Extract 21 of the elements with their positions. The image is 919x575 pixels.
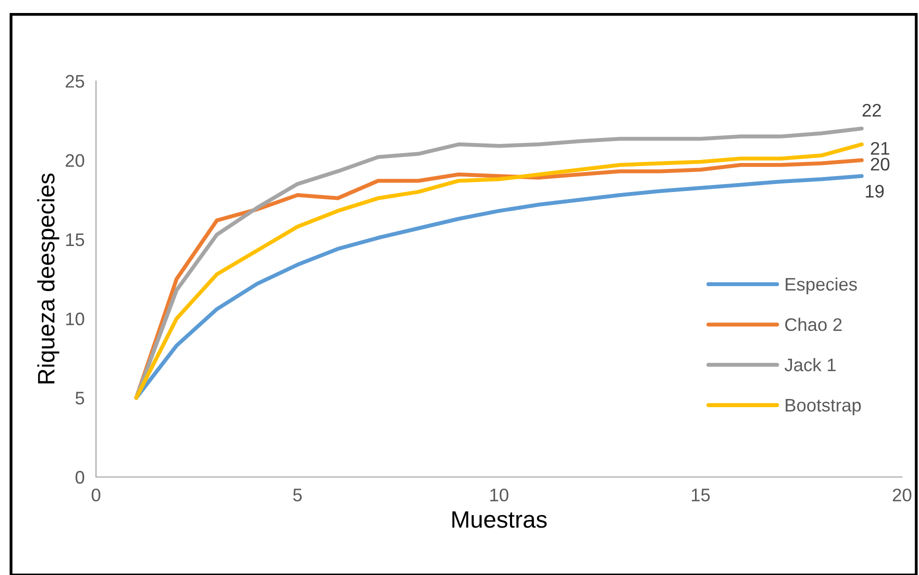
legend-label: Chao 2 [785,318,842,332]
data-label: 19 [866,184,884,198]
x-tick-label: 5 [293,488,302,502]
y-tick-label: 20 [66,154,84,167]
legend-label: Especies [786,277,857,294]
y-axis-title: Riqueza deespecies [37,174,60,384]
legend-label: Jack 1 [784,358,836,372]
data-label: 20 [870,158,890,171]
y-tick-label: 25 [66,74,84,88]
data-label: 22 [862,104,881,116]
x-tick-label: 20 [892,488,912,502]
legend-label: Bootstrap [786,399,861,416]
x-axis-title: Muestras [452,511,547,528]
y-tick-label: 0 [76,470,84,484]
y-tick-label: 10 [66,312,84,326]
data-label: 21 [870,142,890,155]
y-tick-label: 15 [66,234,84,246]
x-tick-label: 0 [92,488,100,502]
x-tick-label: 15 [692,488,710,502]
x-tick-label: 10 [490,488,508,502]
y-tick-label: 5 [76,392,84,405]
